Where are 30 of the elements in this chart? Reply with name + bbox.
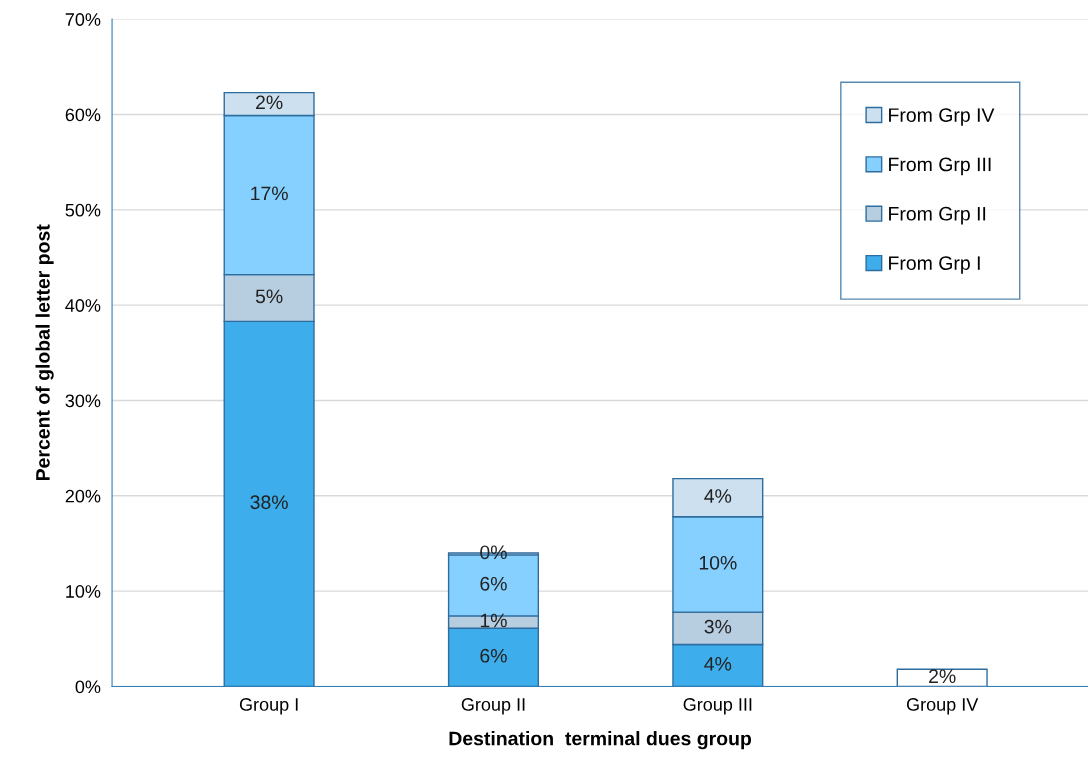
data-label: 6% — [480, 576, 507, 591]
legend-label: From Grp IV — [889, 108, 995, 126]
data-label: 1% — [480, 613, 507, 628]
x-tick-label: Group IV — [906, 698, 979, 715]
y-tick-label: 40% — [65, 299, 101, 312]
data-label: 6% — [480, 648, 507, 663]
legend-label: From Grp II — [889, 206, 986, 225]
data-label: 4% — [704, 657, 732, 671]
y-tick-label: 70% — [65, 13, 101, 26]
y-tick-label: 60% — [65, 108, 101, 122]
legend-label: From Grp I — [889, 256, 980, 274]
data-label: 5% — [255, 289, 283, 304]
y-tick-label: 0% — [75, 680, 101, 694]
y-tick-label: 20% — [65, 489, 101, 503]
data-label: 3% — [704, 619, 732, 634]
data-label: 38% — [250, 495, 288, 510]
y-axis-title: Percent of global letter post — [35, 224, 54, 481]
legend-label: From Grp III — [889, 157, 991, 176]
data-label: 2% — [929, 669, 956, 684]
x-tick-label: Group III — [683, 698, 752, 715]
x-tick-label: Group I — [239, 698, 298, 715]
data-label: 2% — [256, 95, 283, 110]
y-tick-label: 10% — [66, 585, 101, 598]
x-axis-title: Destination terminal dues group — [449, 731, 752, 750]
data-label: 4% — [704, 489, 732, 503]
y-tick-label: 50% — [65, 203, 101, 217]
data-label: 10% — [699, 555, 737, 570]
data-label: 17% — [251, 186, 288, 201]
x-tick-label: Group II — [461, 698, 525, 715]
y-tick-label: 30% — [65, 394, 101, 408]
